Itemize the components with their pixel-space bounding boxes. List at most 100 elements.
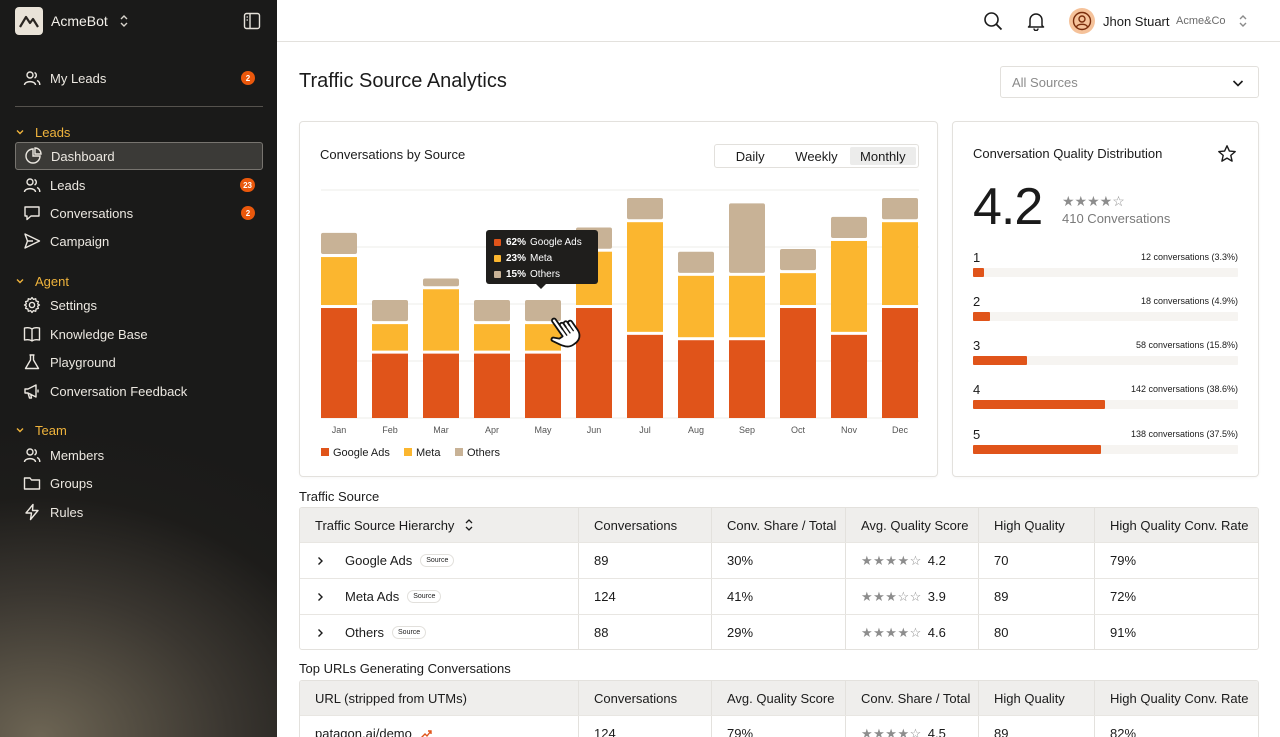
sidebar-item-conversation-feedback[interactable]: Conversation Feedback: [15, 377, 263, 405]
source-badge: Source: [407, 590, 442, 603]
sidebar-item-rules[interactable]: Rules: [15, 498, 263, 526]
source-filter-select[interactable]: All Sources: [1000, 66, 1259, 98]
bar-segment-meta-jan[interactable]: [321, 257, 357, 306]
column-header[interactable]: Conv. Share / Total: [846, 681, 979, 715]
column-header[interactable]: High Quality Conv. Rate: [1110, 517, 1249, 533]
table-row[interactable]: Google Ads Source 89 30% ★★★★☆ 4.2 70 79%: [300, 542, 1258, 578]
sidebar-item-leads[interactable]: Leads 23: [15, 171, 263, 199]
bar-segment-google-ads-jul[interactable]: [627, 334, 663, 418]
sidebar-item-knowledge-base[interactable]: Knowledge Base: [15, 320, 263, 348]
period-daily[interactable]: Daily: [735, 148, 765, 164]
column-header[interactable]: Avg. Quality Score: [712, 681, 846, 715]
bar-segment-others-jan[interactable]: [321, 232, 357, 255]
bar-segment-google-ads-oct[interactable]: [780, 308, 816, 418]
legend-label[interactable]: Others: [467, 447, 501, 459]
tooltip-row: 15% Others: [494, 266, 590, 282]
bar-segment-meta-apr[interactable]: [474, 324, 510, 351]
column-header[interactable]: Avg. Quality Score: [846, 508, 979, 542]
sidebar-item-conversations[interactable]: Conversations 2: [15, 199, 263, 227]
bar-segment-google-ads-nov[interactable]: [831, 334, 867, 418]
bar-segment-meta-jul[interactable]: [627, 222, 663, 332]
workspace-switcher[interactable]: AcmeBot: [15, 7, 130, 35]
legend-label[interactable]: Meta: [416, 447, 441, 459]
bar-segment-google-ads-jan[interactable]: [321, 308, 357, 418]
column-header[interactable]: Conv. Share / Total: [712, 508, 846, 542]
sidebar-group-agent[interactable]: Agent: [15, 273, 69, 289]
star-outline-icon[interactable]: [1217, 144, 1237, 164]
sidebar-collapse-icon[interactable]: [243, 12, 261, 30]
sort-icon[interactable]: [464, 518, 474, 532]
rating-count: 58 conversations (15.8%): [1135, 340, 1238, 350]
avatar[interactable]: [1069, 8, 1095, 34]
bar-segment-meta-mar[interactable]: [423, 289, 459, 351]
column-header[interactable]: Conversations: [579, 681, 712, 715]
chevron-right-icon[interactable]: [315, 592, 325, 602]
bar-segment-others-oct[interactable]: [780, 249, 816, 271]
user-icon: [1072, 11, 1092, 31]
bar-segment-others-apr[interactable]: [474, 299, 510, 322]
quality-cell: ★★★★☆ 4.2: [846, 543, 979, 578]
sidebar-item-dashboard[interactable]: Dashboard: [15, 142, 263, 170]
column-header[interactable]: URL (stripped from UTMs): [300, 681, 579, 715]
sidebar-item-members[interactable]: Members: [15, 441, 263, 469]
users-icon: [23, 448, 41, 463]
bar-segment-google-ads-aug[interactable]: [678, 340, 714, 418]
rating-label: 3: [973, 338, 981, 353]
column-header[interactable]: High Quality: [979, 681, 1095, 715]
conversations-cell: 124: [579, 579, 712, 614]
user-name[interactable]: Jhon Stuart: [1103, 14, 1170, 29]
bar-segment-others-mar[interactable]: [423, 278, 459, 287]
share-cell: 29%: [712, 615, 846, 649]
bar-segment-others-dec[interactable]: [882, 198, 918, 220]
bar-segment-meta-aug[interactable]: [678, 275, 714, 338]
bar-segment-others-sep[interactable]: [729, 203, 765, 273]
bar-segment-others-jul[interactable]: [627, 198, 663, 220]
rating-bar-track: [973, 268, 1238, 277]
chevron-right-icon[interactable]: [315, 556, 325, 566]
total-conversations: 410 Conversations: [1062, 211, 1171, 226]
period-monthly[interactable]: Monthly: [849, 147, 916, 165]
sidebar-item-my-leads[interactable]: My Leads 2: [15, 64, 263, 92]
bar-segment-google-ads-may[interactable]: [525, 353, 561, 418]
sidebar-item-groups[interactable]: Groups: [15, 469, 263, 497]
period-weekly[interactable]: Weekly: [795, 148, 838, 164]
folder-icon: [23, 477, 41, 490]
bar-segment-meta-sep[interactable]: [729, 275, 765, 338]
sidebar-item-playground[interactable]: Playground: [15, 348, 263, 376]
sidebar-item-settings[interactable]: Settings: [15, 291, 263, 319]
bell-icon[interactable]: [1026, 11, 1046, 31]
bar-segment-meta-oct[interactable]: [780, 273, 816, 306]
sidebar-group-leads[interactable]: Leads: [15, 124, 70, 140]
column-header[interactable]: High Quality Conv. Rate: [1110, 690, 1249, 706]
bar-segment-meta-dec[interactable]: [882, 222, 918, 306]
bar-segment-others-may[interactable]: [525, 299, 561, 322]
bar-segment-others-nov[interactable]: [831, 216, 867, 238]
url-link[interactable]: patagon.ai/demo: [315, 726, 412, 737]
column-header[interactable]: High Quality: [979, 508, 1095, 542]
legend-label[interactable]: Google Ads: [333, 447, 390, 459]
bar-segment-meta-nov[interactable]: [831, 240, 867, 332]
sidebar-item-campaign[interactable]: Campaign: [15, 227, 263, 255]
sidebar-item-label: Groups: [50, 475, 93, 491]
bar-segment-google-ads-jun[interactable]: [576, 308, 612, 418]
table-row[interactable]: Others Source 88 29% ★★★★☆ 4.6 80 91%: [300, 614, 1258, 649]
bar-segment-others-feb[interactable]: [372, 299, 408, 322]
trending-up-icon: [420, 729, 432, 737]
sidebar-group-team[interactable]: Team: [15, 422, 67, 438]
column-header[interactable]: Traffic Source Hierarchy: [300, 508, 579, 542]
bar-segment-google-ads-apr[interactable]: [474, 353, 510, 418]
table-row[interactable]: patagon.ai/demo 124 79% ★★★★☆ 4.5 89 82%: [300, 715, 1258, 737]
chevron-up-down-icon[interactable]: [1237, 14, 1249, 28]
x-tick-label: Jul: [639, 425, 651, 435]
table-row[interactable]: Meta Ads Source 124 41% ★★★☆☆ 3.9 89 72%: [300, 578, 1258, 614]
column-header[interactable]: Conversations: [579, 508, 712, 542]
rating-label: 1: [973, 250, 981, 265]
chevron-right-icon[interactable]: [315, 628, 325, 638]
bar-segment-google-ads-feb[interactable]: [372, 353, 408, 418]
bar-segment-google-ads-sep[interactable]: [729, 340, 765, 418]
bar-segment-google-ads-dec[interactable]: [882, 308, 918, 418]
search-icon[interactable]: [983, 11, 1003, 31]
bar-segment-google-ads-mar[interactable]: [423, 353, 459, 418]
bar-segment-others-aug[interactable]: [678, 251, 714, 273]
bar-segment-meta-feb[interactable]: [372, 324, 408, 351]
